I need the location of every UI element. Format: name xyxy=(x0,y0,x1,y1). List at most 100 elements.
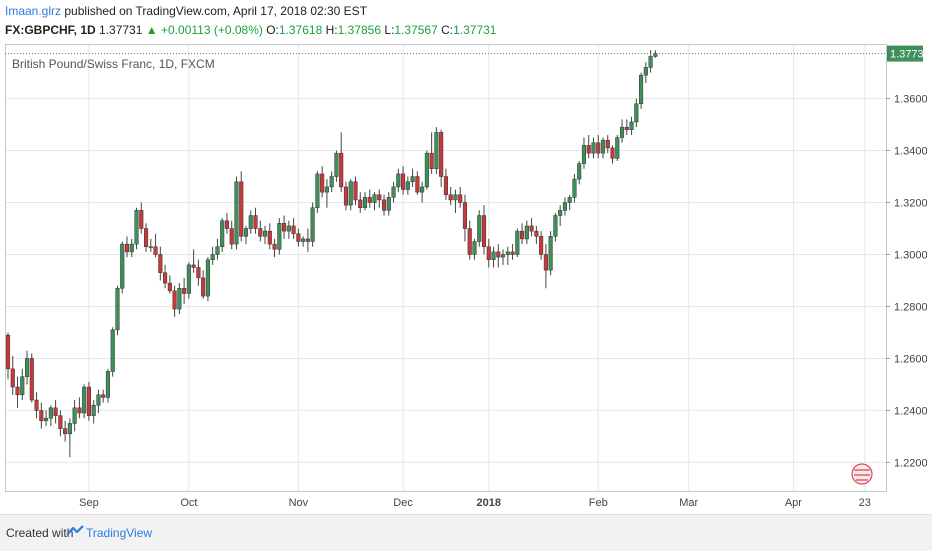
candle xyxy=(358,192,363,213)
candle-body xyxy=(348,181,353,206)
y-tick-label: 1.26000 xyxy=(894,353,927,365)
candle-body xyxy=(381,199,387,211)
x-tick-label: Sep xyxy=(79,497,99,509)
chart-title: British Pound/Swiss Franc, 1D, FXCM xyxy=(12,57,215,71)
candle xyxy=(539,231,544,260)
candle-body xyxy=(529,225,534,232)
candle xyxy=(324,179,329,208)
candle-body xyxy=(401,173,406,190)
candle-body xyxy=(496,251,501,258)
candle xyxy=(362,192,368,211)
ohlc-line: FX:GBPCHF, 1D 1.37731 ▲ +0.00113 (+0.08%… xyxy=(5,23,496,37)
candle xyxy=(148,238,153,252)
candle-body xyxy=(72,407,77,424)
time-axis[interactable]: Sep Oct Nov Dec 2018 Feb Mar Apr 23 xyxy=(79,497,871,509)
candle xyxy=(167,275,172,294)
candle-body xyxy=(448,194,453,201)
candle-body xyxy=(229,228,234,245)
price-chart[interactable]: British Pound/Swiss Franc, 1D, FXCM 1.22… xyxy=(5,44,927,514)
candle-body xyxy=(296,233,301,242)
candle-body xyxy=(220,220,225,247)
candle-body xyxy=(67,423,72,435)
candle-body xyxy=(415,176,420,193)
candle-body xyxy=(515,230,520,255)
candle xyxy=(63,420,68,442)
candle xyxy=(629,116,634,135)
x-tick-label: Apr xyxy=(785,497,802,509)
change-value: +0.00113 (+0.08%) xyxy=(161,23,263,37)
last-price-box xyxy=(887,45,923,62)
y-tick-label: 1.28000 xyxy=(894,301,927,313)
candle-body xyxy=(158,254,163,273)
candle-body xyxy=(239,181,244,237)
candle xyxy=(201,270,206,299)
candle xyxy=(186,262,191,299)
candle-body xyxy=(591,142,596,154)
y-tick-label: 1.30000 xyxy=(894,250,927,262)
candle-body xyxy=(196,267,201,279)
candle-body xyxy=(20,376,25,396)
candle xyxy=(172,285,177,317)
candle xyxy=(105,368,111,403)
candle xyxy=(239,171,244,242)
candle-body xyxy=(253,215,258,229)
candle xyxy=(520,223,525,245)
candle xyxy=(410,168,415,187)
candle-body xyxy=(558,210,563,216)
candle xyxy=(462,194,468,242)
candle xyxy=(591,137,596,159)
candle-body xyxy=(510,251,515,255)
candle-body xyxy=(148,246,153,248)
candle-body xyxy=(129,243,134,253)
candle xyxy=(500,249,506,265)
x-tick-label: Feb xyxy=(589,497,608,509)
candle xyxy=(558,205,563,226)
candle-body xyxy=(577,163,582,180)
candle-body xyxy=(167,282,172,292)
candle xyxy=(605,134,610,154)
candle xyxy=(120,241,125,294)
tradingview-logo-icon[interactable] xyxy=(66,524,84,538)
candle xyxy=(86,381,91,421)
candle-body xyxy=(77,407,82,414)
candle xyxy=(234,176,239,250)
candle xyxy=(134,207,139,250)
candle xyxy=(315,171,320,213)
candle-body xyxy=(462,202,468,229)
candle xyxy=(420,181,425,203)
y-tick-label: 1.24000 xyxy=(894,405,927,417)
candle-body xyxy=(310,207,315,242)
open-label: O: xyxy=(266,23,279,37)
candle xyxy=(481,205,487,255)
candle xyxy=(553,212,558,242)
price-axis[interactable]: 1.22000 1.24000 1.26000 1.28000 1.30000 1.320… xyxy=(886,94,927,470)
tradingview-brand-link[interactable]: TradingView xyxy=(86,526,153,540)
candle-body xyxy=(434,132,439,169)
candle xyxy=(282,215,287,239)
candle xyxy=(643,62,648,83)
candle-body xyxy=(324,186,329,193)
candle xyxy=(24,350,30,385)
candle xyxy=(477,210,482,247)
candle xyxy=(467,220,472,260)
candle-body xyxy=(391,186,396,198)
candle xyxy=(96,389,101,414)
candle-body xyxy=(24,358,30,377)
candle-body xyxy=(491,251,496,260)
candle-body xyxy=(486,246,491,260)
candle xyxy=(634,98,639,128)
author-link[interactable]: Imaan.glrz xyxy=(5,4,62,18)
candle xyxy=(496,244,501,268)
candle xyxy=(562,197,567,216)
candle-body xyxy=(234,181,239,245)
x-tick-label: Nov xyxy=(289,497,309,509)
candle-body xyxy=(44,417,49,422)
candle-body xyxy=(339,152,344,188)
candle-body xyxy=(420,186,425,193)
candle xyxy=(458,186,463,208)
candle xyxy=(486,238,491,268)
candle xyxy=(339,132,344,193)
candle xyxy=(581,137,587,169)
candle-body xyxy=(277,223,282,250)
candle xyxy=(34,392,39,419)
